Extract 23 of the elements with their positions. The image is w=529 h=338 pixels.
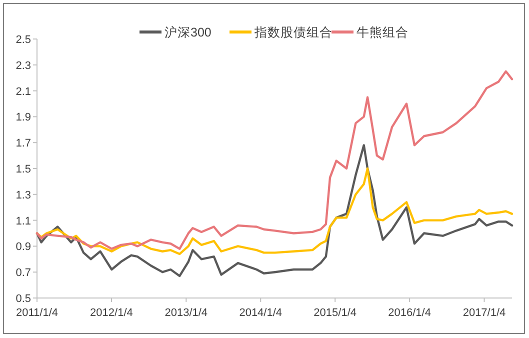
legend-label: 沪深300: [164, 24, 212, 40]
legend-label: 指数股债组合: [254, 26, 332, 40]
y-tick-label: 1.1: [16, 215, 31, 228]
y-tick-label: 2.1: [16, 86, 31, 98]
y-tick-label: 0.5: [16, 293, 31, 305]
x-tick-label: 2014/1/4: [239, 307, 282, 319]
y-tick-label: 1.3: [16, 189, 31, 202]
y-tick-label: 1.9: [16, 112, 31, 124]
x-tick-label: 2012/1/4: [90, 307, 133, 319]
x-tick-label: 2015/1/4: [314, 307, 357, 319]
x-tick-label: 2016/1/4: [388, 307, 431, 319]
y-tick-label: 1.7: [16, 138, 31, 150]
x-tick-label: 2011/1/4: [16, 307, 58, 319]
y-tick-label: 0.7: [16, 267, 31, 280]
line-series: [36, 70, 514, 250]
x-tick-label: 2013/1/4: [164, 307, 208, 319]
y-tick-label: 1.5: [16, 164, 31, 176]
legend-label: 牛熊组合: [356, 26, 408, 40]
y-tick-label: 2.5: [16, 34, 31, 46]
line-series: [36, 144, 514, 278]
y-tick-label: 0.9: [16, 241, 31, 254]
x-tick-label: 2017/1/4: [462, 307, 506, 319]
y-tick-label: 2.3: [16, 60, 31, 72]
